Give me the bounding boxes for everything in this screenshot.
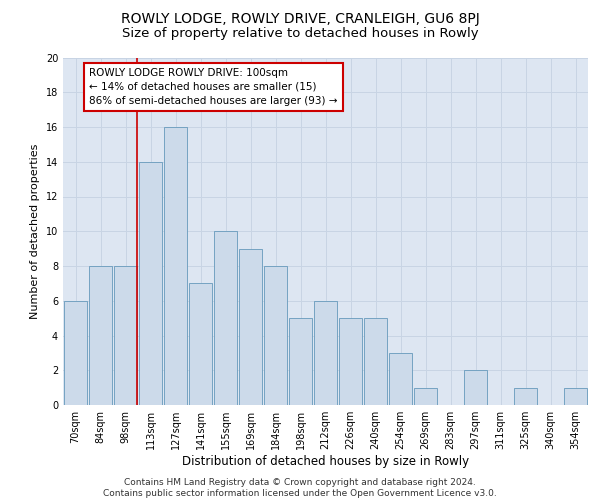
X-axis label: Distribution of detached houses by size in Rowly: Distribution of detached houses by size … bbox=[182, 455, 469, 468]
Bar bbox=[464, 370, 487, 405]
Bar bbox=[314, 300, 337, 405]
Bar bbox=[214, 231, 237, 405]
Text: ROWLY LODGE, ROWLY DRIVE, CRANLEIGH, GU6 8PJ: ROWLY LODGE, ROWLY DRIVE, CRANLEIGH, GU6… bbox=[121, 12, 479, 26]
Bar bbox=[364, 318, 387, 405]
Bar bbox=[564, 388, 587, 405]
Bar bbox=[339, 318, 362, 405]
Bar bbox=[189, 284, 212, 405]
Bar bbox=[239, 248, 262, 405]
Bar bbox=[289, 318, 312, 405]
Text: ROWLY LODGE ROWLY DRIVE: 100sqm
← 14% of detached houses are smaller (15)
86% of: ROWLY LODGE ROWLY DRIVE: 100sqm ← 14% of… bbox=[89, 68, 338, 106]
Y-axis label: Number of detached properties: Number of detached properties bbox=[30, 144, 40, 319]
Bar bbox=[64, 300, 87, 405]
Text: Contains HM Land Registry data © Crown copyright and database right 2024.
Contai: Contains HM Land Registry data © Crown c… bbox=[103, 478, 497, 498]
Bar bbox=[114, 266, 137, 405]
Bar bbox=[414, 388, 437, 405]
Bar bbox=[89, 266, 112, 405]
Bar bbox=[164, 127, 187, 405]
Bar bbox=[139, 162, 162, 405]
Bar bbox=[514, 388, 537, 405]
Bar bbox=[389, 353, 412, 405]
Bar bbox=[264, 266, 287, 405]
Text: Size of property relative to detached houses in Rowly: Size of property relative to detached ho… bbox=[122, 28, 478, 40]
